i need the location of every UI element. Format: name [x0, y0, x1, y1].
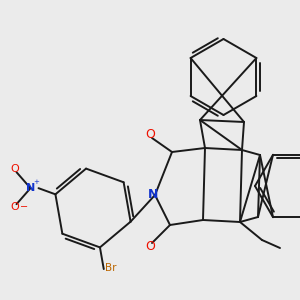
Text: O: O — [10, 202, 19, 212]
Text: +: + — [34, 179, 39, 185]
Text: Br: Br — [105, 263, 116, 273]
Text: O: O — [145, 128, 155, 142]
Text: −: − — [20, 202, 28, 212]
Text: O: O — [10, 164, 19, 174]
Text: N: N — [26, 183, 35, 193]
Text: N: N — [148, 188, 158, 202]
Text: O: O — [145, 239, 155, 253]
